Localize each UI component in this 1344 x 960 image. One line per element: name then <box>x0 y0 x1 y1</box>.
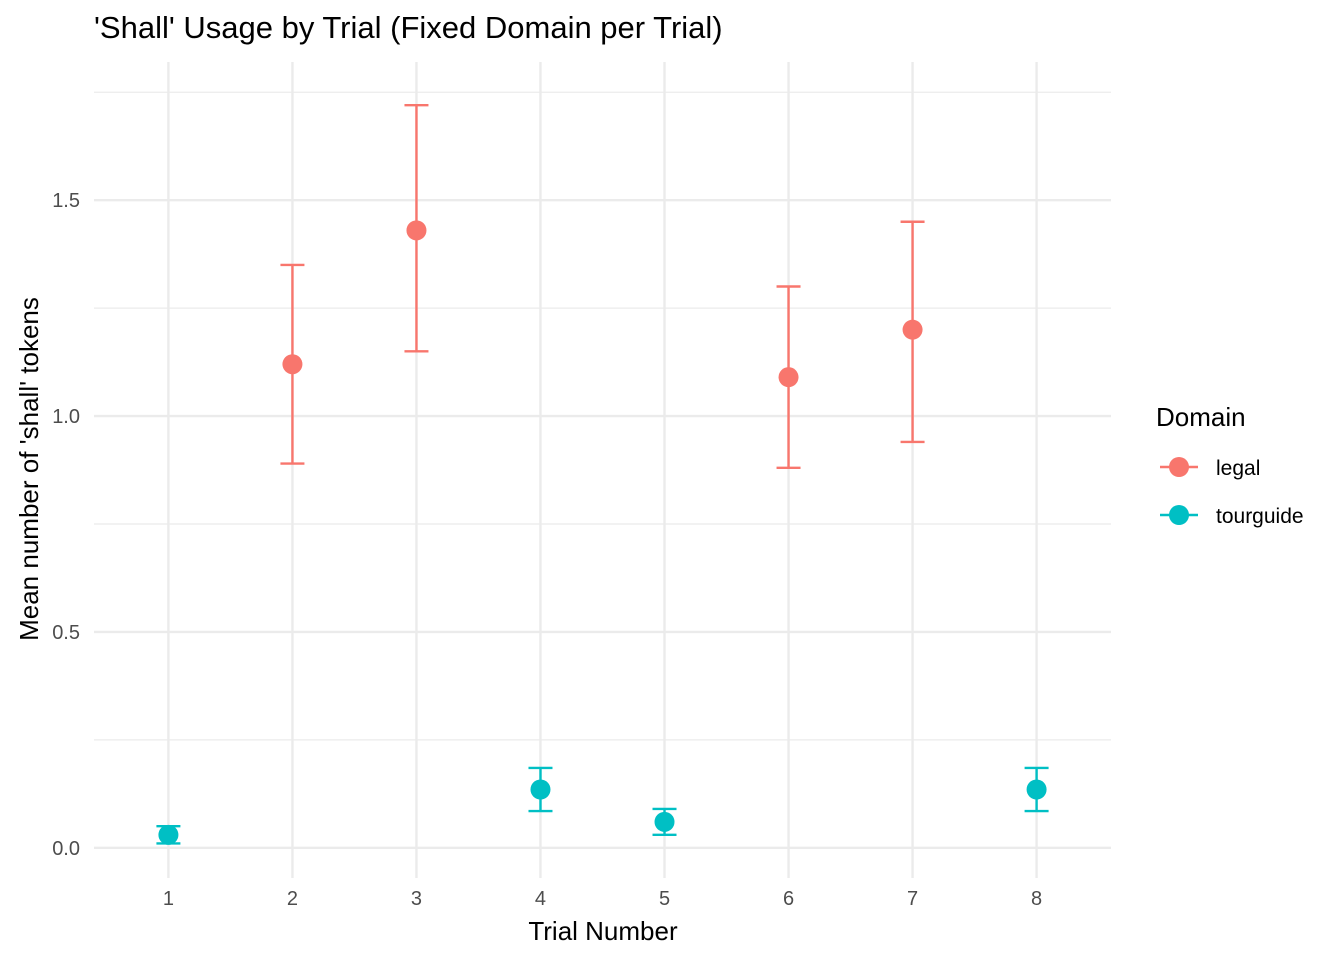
data-point-tourguide <box>158 824 179 845</box>
legend-label-tourguide: tourguide <box>1216 505 1304 528</box>
y-tick-label: 0.5 <box>52 622 80 644</box>
x-axis-ticks: 1 2 3 4 5 6 7 8 <box>163 888 1042 910</box>
plot-grid <box>94 62 1111 878</box>
y-axis-title: Mean number of 'shall' tokens <box>14 297 44 641</box>
data-point-tourguide <box>654 811 675 832</box>
data-point-legal <box>778 367 799 388</box>
x-tick-label: 4 <box>535 888 546 910</box>
y-tick-label: 1.0 <box>52 406 80 428</box>
data-point-tourguide <box>530 779 551 800</box>
x-tick-label: 7 <box>907 888 918 910</box>
data-point-legal <box>406 220 427 241</box>
x-tick-label: 8 <box>1031 888 1042 910</box>
x-tick-label: 3 <box>411 888 422 910</box>
data-point-legal <box>902 319 923 340</box>
legend: Domain legal tourguide <box>1156 402 1304 528</box>
x-tick-label: 1 <box>163 888 174 910</box>
x-tick-label: 6 <box>783 888 794 910</box>
data-point-legal <box>282 354 303 375</box>
legend-label-legal: legal <box>1216 457 1260 480</box>
x-tick-label: 5 <box>659 888 670 910</box>
plot-marks <box>156 103 1049 845</box>
y-axis-ticks: 0.0 0.5 1.0 1.5 <box>52 190 80 860</box>
x-axis-title: Trial Number <box>528 916 678 946</box>
y-tick-label: 1.5 <box>52 190 80 212</box>
x-tick-label: 2 <box>287 888 298 910</box>
y-tick-label: 0.0 <box>52 838 80 860</box>
data-point-tourguide <box>1026 779 1047 800</box>
legend-title: Domain <box>1156 402 1246 432</box>
legend-key-point-tourguide <box>1169 505 1189 525</box>
chart-title: 'Shall' Usage by Trial (Fixed Domain per… <box>94 10 723 45</box>
legend-key-point-legal <box>1169 457 1189 477</box>
